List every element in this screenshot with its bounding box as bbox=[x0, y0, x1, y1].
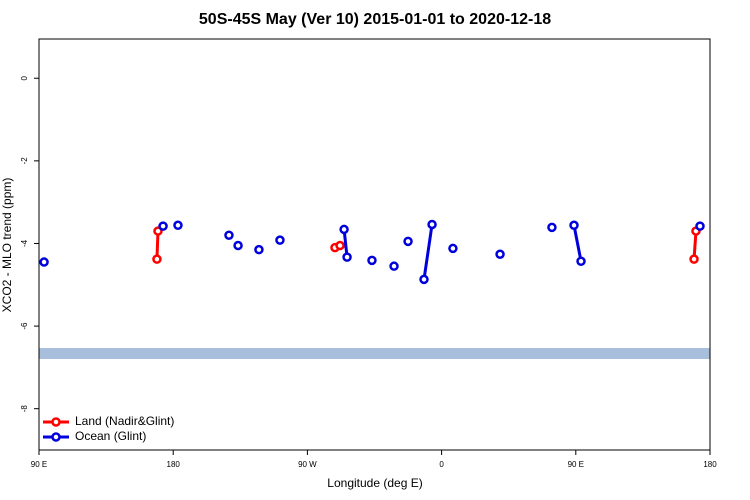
data-point bbox=[158, 221, 168, 231]
data-point bbox=[335, 240, 345, 251]
data-point bbox=[689, 254, 699, 264]
x-tick-label: 180 bbox=[703, 460, 717, 469]
data-point bbox=[39, 257, 49, 267]
data-point bbox=[339, 224, 349, 235]
data-point bbox=[254, 244, 264, 255]
data-point bbox=[569, 220, 579, 231]
y-tick-label: -4 bbox=[20, 239, 29, 247]
series-line bbox=[422, 224, 434, 280]
y-tick-label: -6 bbox=[20, 322, 29, 330]
data-point bbox=[275, 235, 285, 245]
data-point bbox=[367, 255, 377, 266]
data-point bbox=[695, 221, 705, 231]
data-point bbox=[495, 249, 505, 259]
chart-title: 50S-45S May (Ver 10) 2015-01-01 to 2020-… bbox=[199, 11, 551, 28]
legend-label: Ocean (Glint) bbox=[75, 429, 146, 443]
data-point bbox=[173, 220, 183, 231]
data-point bbox=[403, 236, 413, 247]
legend-marker bbox=[51, 432, 61, 442]
data-point bbox=[152, 254, 162, 264]
x-tick-label: 90 E bbox=[31, 460, 47, 469]
plot-frame bbox=[38, 38, 711, 451]
data-point bbox=[448, 243, 458, 254]
legend-label: Land (Nadir&Glint) bbox=[75, 414, 174, 428]
x-tick-label: 180 bbox=[167, 460, 181, 469]
x-tick-label: 90 W bbox=[298, 460, 317, 469]
data-point bbox=[547, 222, 557, 233]
data-point bbox=[576, 256, 586, 266]
series-line bbox=[572, 225, 583, 262]
y-tick-label: -2 bbox=[20, 157, 29, 165]
region-band bbox=[39, 348, 710, 359]
y-tick-label: 0 bbox=[20, 75, 29, 80]
x-tick-label: 90 E bbox=[568, 460, 584, 469]
data-point bbox=[427, 219, 437, 230]
data-point bbox=[389, 261, 399, 271]
x-tick-label: 0 bbox=[439, 460, 444, 469]
x-axis-label: Longitude (deg E) bbox=[327, 476, 422, 490]
data-point bbox=[224, 230, 234, 240]
data-point bbox=[419, 274, 429, 285]
data-point bbox=[233, 240, 243, 251]
legend-marker bbox=[51, 417, 61, 427]
y-tick-label: -8 bbox=[20, 405, 29, 413]
data-point bbox=[342, 252, 352, 262]
y-axis-label: XCO2 - MLO trend (ppm) bbox=[0, 178, 14, 313]
